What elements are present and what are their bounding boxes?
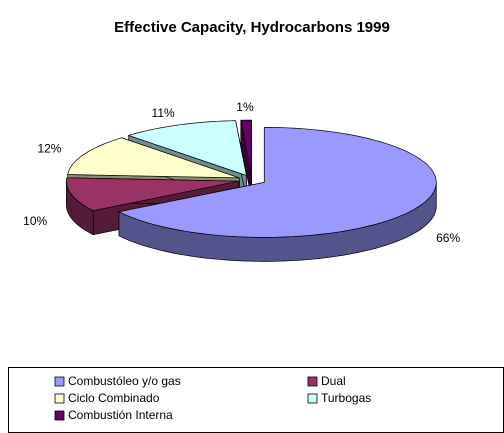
legend-swatch: [307, 393, 318, 404]
legend-label: Dual: [321, 374, 346, 388]
chart-title: Effective Capacity, Hydrocarbons 1999: [114, 19, 390, 36]
slice: [67, 137, 240, 179]
slice: [127, 120, 247, 177]
legend-label: Combustóleo y/o gas: [68, 374, 181, 388]
legend-label: Turbogas: [321, 391, 371, 405]
legend: Combustóleo y/o gas Dual Ciclo Combinado Tu…: [54, 374, 371, 422]
legend-label: Combustión Interna: [68, 408, 173, 422]
slice: [66, 177, 239, 212]
slice: [240, 119, 252, 176]
data-label: 10%: [23, 214, 47, 228]
data-label: 11%: [152, 106, 175, 120]
legend-swatch: [54, 376, 65, 387]
pie: 66% 10% 12% 11% 1%: [23, 100, 460, 262]
legend-swatch: [307, 376, 318, 387]
legend-label: Ciclo Combinado: [68, 391, 160, 405]
legend-swatch: [54, 410, 65, 421]
legend-swatch: [54, 393, 65, 404]
data-label: 12%: [37, 142, 61, 156]
data-label: 1%: [236, 100, 254, 114]
slice: [117, 127, 437, 238]
data-label: 66%: [436, 231, 460, 245]
